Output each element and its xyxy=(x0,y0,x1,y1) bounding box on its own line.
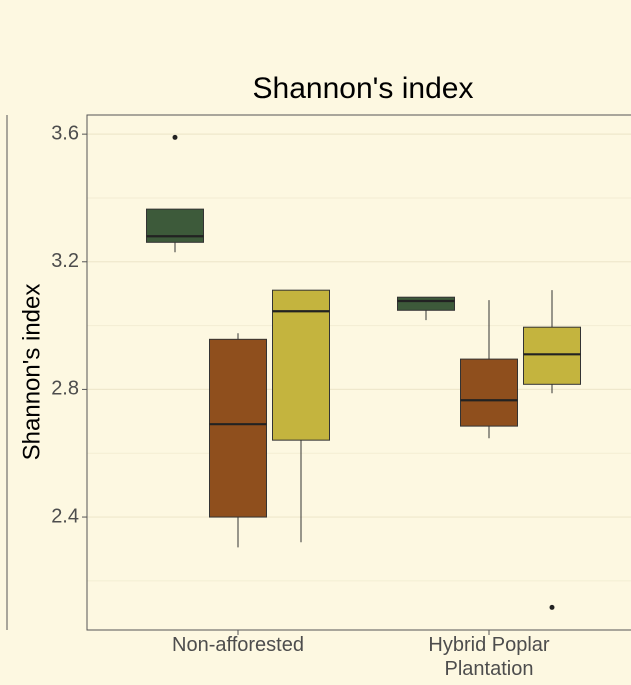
x-tick-label-box: Hybrid Poplar Plantation xyxy=(428,634,550,680)
x-tick-label: Non-afforested xyxy=(172,634,304,656)
x-tick-label-box: Non-afforested xyxy=(172,634,304,656)
box xyxy=(397,296,455,311)
y-axis-label: Shannon's index xyxy=(18,284,45,461)
y-tick-label: 2.8 xyxy=(51,378,79,400)
y-tick-label: 2.4 xyxy=(51,505,79,527)
outlier xyxy=(549,604,555,610)
outlier xyxy=(172,134,178,140)
y-tick-label: 3.6 xyxy=(51,122,79,144)
box xyxy=(272,289,330,441)
box xyxy=(209,338,267,518)
box xyxy=(523,326,581,385)
x-tick-label: Hybrid Poplar Plantation xyxy=(428,634,550,680)
box xyxy=(460,358,518,427)
panel-border xyxy=(86,114,631,631)
chart-title: Shannon's index xyxy=(253,72,474,105)
y-tick-label: 3.2 xyxy=(51,250,79,272)
